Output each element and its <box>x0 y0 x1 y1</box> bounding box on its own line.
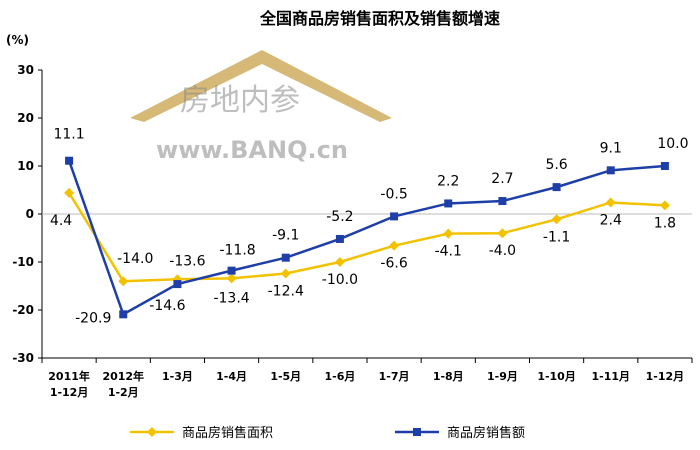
x-tick-label: 1-6月 <box>324 370 355 383</box>
data-label: 2.2 <box>437 173 459 189</box>
data-point <box>226 273 237 284</box>
data-point <box>444 199 453 208</box>
data-point <box>605 197 616 208</box>
x-tick-label: 1-12月 <box>50 386 89 399</box>
data-label: -6.6 <box>380 256 407 272</box>
x-tick-label: 2011年 <box>48 369 90 383</box>
house-roof-icon <box>130 50 392 122</box>
data-label: -14.0 <box>117 251 153 267</box>
y-axis-unit: (%) <box>6 33 29 47</box>
data-point <box>334 257 345 267</box>
data-point <box>390 212 399 221</box>
x-tick-label: 2012年 <box>102 369 144 383</box>
watermark-en: www.BANQ.cn <box>156 136 348 164</box>
y-tick-label: -20 <box>12 303 34 317</box>
data-label: 4.4 <box>50 213 72 229</box>
data-point <box>659 200 670 211</box>
legend-marker <box>413 428 421 436</box>
data-label: -13.4 <box>213 290 249 306</box>
data-label: 1.8 <box>654 215 676 231</box>
data-label: -0.5 <box>380 186 407 202</box>
x-tick-label: 1-10月 <box>537 370 576 383</box>
x-tick-label: 1-9月 <box>487 370 518 383</box>
x-tick-label: 1-8月 <box>433 370 464 383</box>
data-label: -9.1 <box>272 228 299 244</box>
x-tick-label: 1-12月 <box>646 370 685 383</box>
x-tick-label: 1-2月 <box>108 386 139 399</box>
data-label: -14.6 <box>149 298 185 314</box>
data-point <box>443 228 454 239</box>
data-point <box>606 166 615 175</box>
x-tick-label: 1-4月 <box>216 370 247 383</box>
data-point <box>389 240 400 251</box>
data-label: -4.1 <box>435 244 462 260</box>
data-label: -4.0 <box>489 243 516 259</box>
data-point <box>498 197 507 206</box>
y-tick-label: 30 <box>17 63 34 77</box>
series-line-1 <box>68 192 665 283</box>
data-labels: 4.4 -14.0 -13.6 -13.4 -12.4 -10.0 -6.6 -4.1 -4.0… <box>50 127 689 327</box>
x-tick-label: 1-5月 <box>270 370 301 383</box>
data-point <box>119 310 128 319</box>
data-label: -10.0 <box>322 272 358 288</box>
data-point <box>227 266 236 275</box>
data-point <box>552 183 561 192</box>
x-tick-label: 1-7月 <box>379 370 410 383</box>
data-point <box>65 156 74 165</box>
watermark-cn: 房地内参 <box>180 83 300 118</box>
data-label: 10.0 <box>657 136 688 152</box>
y-tick-label: 0 <box>26 207 34 221</box>
data-label: -12.4 <box>268 284 304 300</box>
x-tick-label: 1-11月 <box>591 370 630 383</box>
data-label: -11.8 <box>219 243 255 259</box>
watermark: 房地内参 www.BANQ.cn <box>130 50 392 164</box>
data-point <box>118 276 129 287</box>
series-line-2 <box>67 160 666 317</box>
data-point <box>497 228 508 239</box>
data-point <box>551 214 562 225</box>
data-point <box>173 280 182 289</box>
data-point <box>281 253 290 262</box>
x-tick-label: 1-3月 <box>162 370 193 383</box>
chart-title: 全国商品房销售面积及销售额增速 <box>259 9 500 28</box>
data-point <box>335 234 344 243</box>
y-tick-label: -10 <box>12 255 34 269</box>
legend-marker <box>147 427 157 437</box>
data-label: 2.7 <box>491 171 513 187</box>
series-group <box>64 156 670 319</box>
data-label: 11.1 <box>53 127 84 143</box>
data-label: 9.1 <box>600 140 622 156</box>
data-label: -5.2 <box>326 209 353 225</box>
data-label: -1.1 <box>543 229 570 245</box>
data-point <box>280 268 291 279</box>
y-tick-label: -30 <box>12 351 34 365</box>
data-label: -13.6 <box>169 253 205 269</box>
legend: 商品房销售面积 商品房销售额 <box>130 425 525 441</box>
y-tick-label: 10 <box>17 159 34 173</box>
legend-label: 商品房销售额 <box>447 425 525 441</box>
data-point <box>64 187 75 198</box>
data-point <box>660 162 669 170</box>
data-label: -20.9 <box>75 310 111 326</box>
data-label: 2.4 <box>600 212 622 228</box>
axes: -30 -20 -10 0 10 20 30 2011年 1-12月 2012年 1-2月 1-3月 1… <box>12 63 693 399</box>
y-tick-label: 20 <box>17 111 34 125</box>
data-label: 5.6 <box>545 157 567 173</box>
legend-label: 商品房销售面积 <box>182 425 273 441</box>
